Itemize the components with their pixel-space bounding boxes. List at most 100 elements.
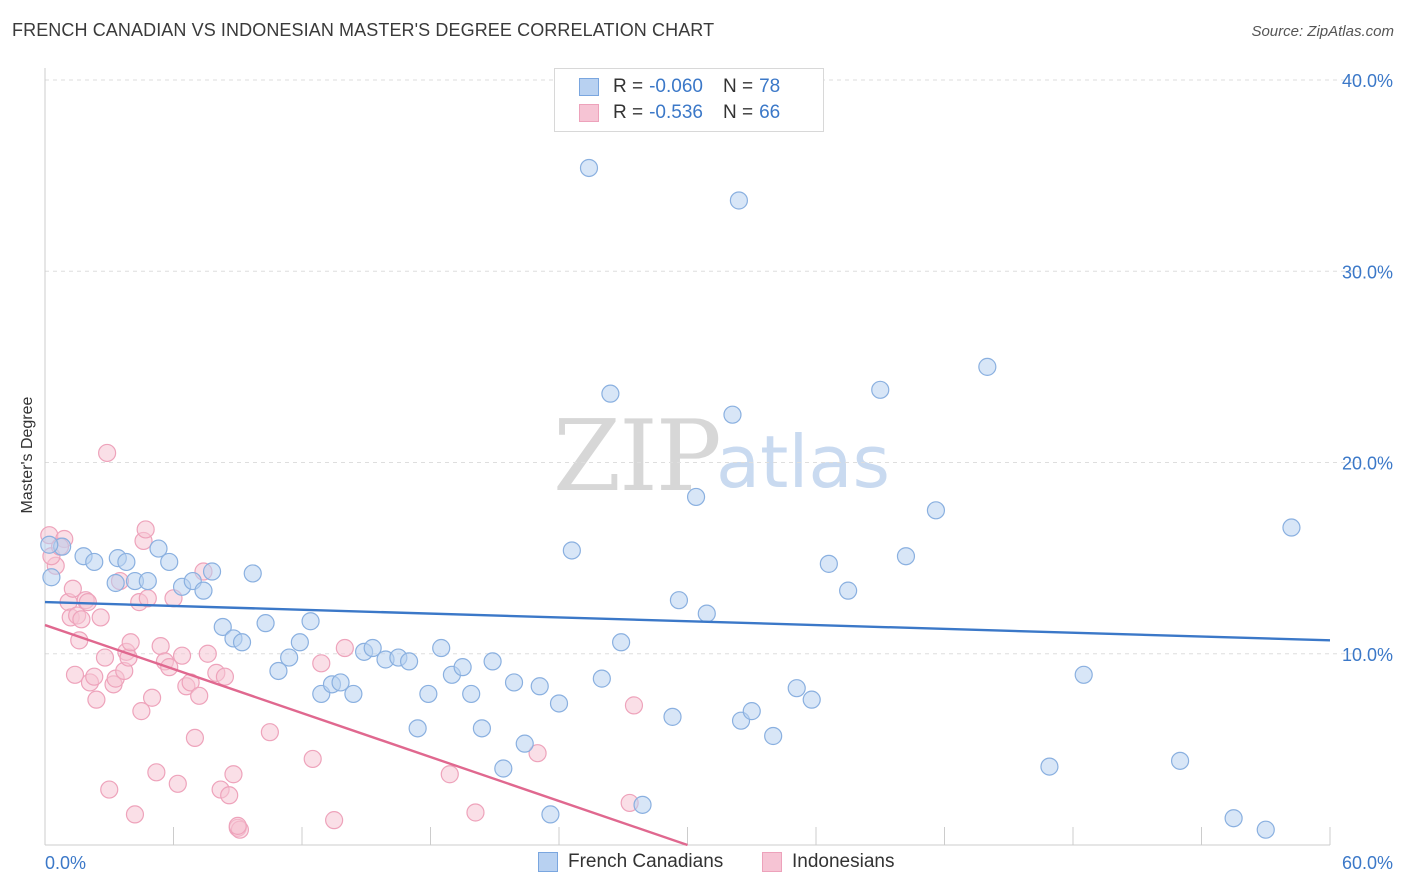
- french-canadians-point: [742, 702, 761, 721]
- indonesians-point: [312, 654, 331, 673]
- indonesians-point: [100, 780, 119, 799]
- legend-r-label: R =: [613, 76, 644, 97]
- french-canadians-point: [256, 614, 275, 633]
- y-tick-label: 30.0%: [1342, 262, 1393, 282]
- source-credit: Source: ZipAtlas.com: [1251, 23, 1394, 40]
- french-canadians-point: [592, 669, 611, 688]
- french-canadians-point: [764, 726, 783, 746]
- indonesians-point: [335, 638, 354, 658]
- french-canadians-point: [202, 562, 222, 581]
- legend-swatch-pink: [579, 104, 599, 122]
- french-canadians-point: [530, 677, 549, 696]
- french-canadians-point: [472, 719, 491, 738]
- indonesians-point: [624, 696, 644, 715]
- french-canadians-point: [896, 547, 916, 566]
- indonesians-point: [466, 803, 485, 822]
- indonesians-point: [95, 648, 115, 667]
- bottom-legend-french-canadians: French Canadians: [538, 851, 723, 873]
- y-axis-label: Master's Degree: [19, 396, 36, 514]
- legend-n-label: N =: [722, 102, 754, 123]
- french-canadians-point: [926, 501, 946, 520]
- legend-row-indonesians: R = -0.536 N = 66: [579, 101, 780, 125]
- indonesians-point: [98, 443, 117, 463]
- indonesians-point: [185, 728, 205, 748]
- french-canadians-point: [787, 679, 806, 698]
- french-canadians-point: [723, 405, 742, 424]
- french-canadians-point: [232, 633, 252, 652]
- french-canadians-point: [85, 552, 104, 572]
- french-canadians-point: [871, 380, 890, 399]
- french-canadians-point: [331, 673, 350, 692]
- french-canadians-point: [697, 604, 716, 623]
- french-canadians-point: [579, 158, 599, 178]
- french-canadians-point: [453, 658, 472, 677]
- y-tick-label: 20.0%: [1342, 454, 1393, 474]
- french-canadians-point: [633, 795, 652, 814]
- indonesians-point: [142, 688, 162, 707]
- indonesians-point: [325, 811, 344, 830]
- bottom-legend-label: French Canadians: [568, 851, 724, 872]
- french-canadians-point: [839, 581, 858, 600]
- french-canadians-point: [686, 487, 706, 507]
- y-tick-label: 40.0%: [1342, 71, 1393, 91]
- indonesians-point: [147, 763, 166, 782]
- french-canadians-point: [243, 564, 262, 583]
- legend-r-label: R =: [613, 102, 644, 123]
- indonesians-point: [63, 579, 82, 598]
- bottom-legend-swatch-blue: [538, 852, 558, 872]
- french-canadians-point: [669, 591, 689, 610]
- indonesians-point: [303, 749, 322, 769]
- indonesians-point: [215, 667, 234, 686]
- indonesians-point: [132, 702, 151, 721]
- french-canadians-point: [1040, 757, 1059, 776]
- french-canadians-trend-line: [44, 600, 1331, 642]
- french-canadians-points: [40, 101, 1301, 839]
- indonesians-point: [172, 646, 192, 665]
- legend-r-value: -0.536: [649, 102, 703, 123]
- indonesians-point: [190, 686, 209, 705]
- y-tick-label: 10.0%: [1342, 645, 1393, 665]
- french-canadians-point: [301, 612, 320, 631]
- bottom-legend-label: Indonesians: [792, 851, 895, 872]
- indonesians-points: [40, 443, 644, 839]
- french-canadians-point: [408, 719, 427, 738]
- french-canadians-point: [194, 581, 213, 600]
- french-canadians-point: [269, 661, 288, 681]
- french-canadians-point: [729, 191, 749, 210]
- indonesians-point: [65, 665, 85, 684]
- axes: [44, 68, 1331, 846]
- french-canadians-point: [40, 535, 59, 554]
- correlation-legend: R = -0.060 N = 78 R = -0.536 N = 66: [554, 68, 824, 132]
- french-canadians-point: [819, 554, 838, 573]
- french-canadians-point: [515, 734, 534, 753]
- french-canadians-point: [483, 652, 502, 671]
- french-canadians-point: [1282, 518, 1301, 537]
- indonesians-point: [440, 765, 459, 784]
- bottom-legend-swatch-pink: [762, 852, 782, 872]
- trend-lines: [44, 600, 1331, 847]
- indonesians-point: [72, 610, 91, 629]
- french-canadians-point: [432, 638, 451, 658]
- french-canadians-point: [1256, 820, 1275, 839]
- french-canadians-point: [1224, 809, 1243, 828]
- indonesians-point: [168, 774, 187, 793]
- french-canadians-point: [494, 759, 513, 778]
- french-canadians-point: [462, 684, 481, 704]
- french-canadians-point: [42, 568, 61, 587]
- french-canadians-point: [562, 541, 581, 560]
- french-canadians-point: [612, 633, 631, 652]
- bottom-legend-indonesians: Indonesians: [762, 851, 894, 873]
- indonesians-point: [151, 636, 170, 656]
- french-canadians-point: [138, 571, 157, 591]
- indonesians-point: [121, 633, 140, 652]
- legend-n-label: N =: [722, 76, 754, 97]
- french-canadians-point: [601, 384, 620, 403]
- french-canadians-point: [344, 684, 363, 704]
- x-tick-label: 0.0%: [45, 853, 86, 873]
- french-canadians-point: [978, 357, 997, 376]
- chart-title: FRENCH CANADIAN VS INDONESIAN MASTER'S D…: [12, 20, 715, 40]
- french-canadians-point: [504, 673, 524, 692]
- french-canadians-point: [160, 552, 179, 572]
- legend-swatch-blue: [579, 78, 599, 96]
- french-canadians-point: [106, 573, 125, 593]
